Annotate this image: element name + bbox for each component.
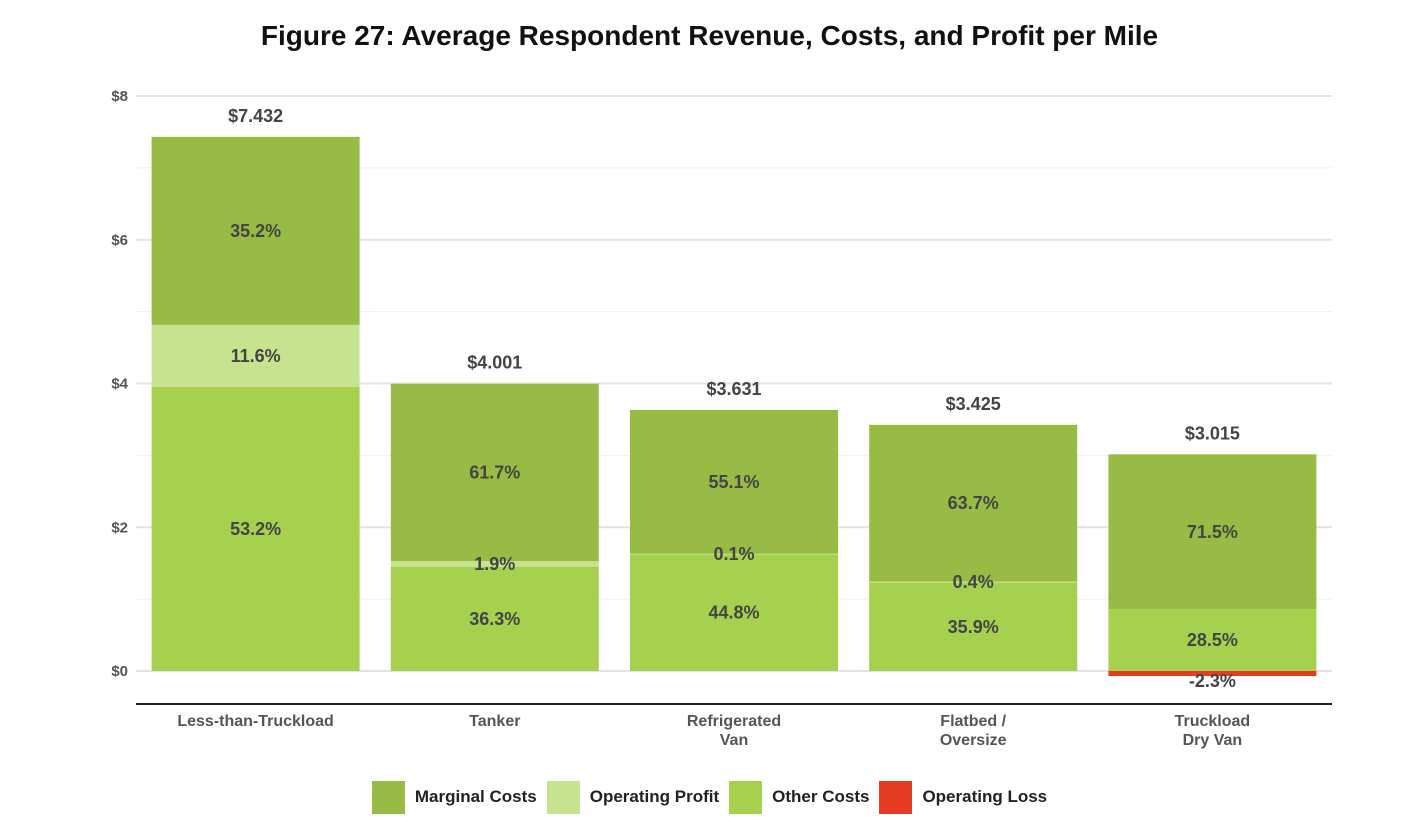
legend-label: Operating Loss [922, 787, 1048, 806]
segment-label: 28.5% [1187, 630, 1238, 650]
legend-item-other-costs: Other Costs [729, 780, 870, 814]
bar-segment-other-costs [1108, 609, 1317, 671]
legend-swatch [546, 780, 580, 814]
bar-total-label: $3.425 [946, 394, 1001, 414]
bar-segment-marginal-costs [1108, 454, 1317, 610]
bar-segment-operating-profit [390, 561, 599, 567]
y-tick-label: $6 [111, 232, 128, 249]
legend-item-marginal-costs: Marginal Costs [371, 780, 537, 814]
legend-label: Marginal Costs [414, 787, 537, 806]
legend-label: Operating Profit [589, 787, 720, 806]
y-tick-label: $0 [111, 663, 128, 680]
bar-total-label: $3.015 [1185, 423, 1240, 443]
bar-segment-marginal-costs [630, 410, 838, 554]
bar-segment-marginal-costs [151, 136, 360, 325]
segment-label: 1.9% [474, 554, 515, 574]
bar-segment-operating-profit [151, 324, 360, 387]
bars [151, 136, 1317, 676]
legend-swatch [371, 780, 405, 814]
segment-label: 53.2% [230, 519, 281, 539]
segment-label: 35.2% [230, 221, 281, 241]
y-tick-label: $4 [111, 376, 128, 393]
segment-label: 35.9% [948, 617, 999, 637]
bar-segment-operating-profit [869, 581, 1078, 583]
bar-segment-marginal-costs [390, 383, 599, 562]
segment-label: -2.3% [1189, 671, 1236, 691]
x-category-label: Flatbed / Oversize [940, 713, 1007, 749]
bar-total-label: $4.001 [467, 352, 522, 372]
chart-title: Figure 27: Average Respondent Revenue, C… [260, 20, 1159, 51]
segment-label: 0.4% [953, 572, 994, 592]
x-category-label: Truckload Dry Van [1175, 713, 1251, 749]
bar-segment-other-costs [390, 566, 599, 671]
legend: Marginal Costs Operating Profit Other Cost… [0, 779, 1419, 815]
y-tick-label: $2 [111, 519, 128, 536]
legend-label: Other Costs [772, 787, 870, 806]
legend-item-operating-loss: Operating Loss [879, 780, 1048, 814]
bar-segment-operating-profit [630, 553, 838, 555]
bar-segment-operating-loss [1108, 671, 1317, 676]
y-tick-label: $8 [111, 88, 128, 105]
x-category-label: Tanker [469, 713, 520, 730]
legend-item-operating-profit: Operating Profit [546, 780, 720, 814]
segment-label: 11.6% [231, 346, 281, 366]
segment-label: 63.7% [948, 493, 999, 513]
segment-label: 44.8% [708, 603, 759, 623]
bar-segment-other-costs [869, 582, 1078, 671]
bar-segment-other-costs [630, 554, 838, 671]
bar-segment-marginal-costs [869, 424, 1078, 582]
x-category-label: Less-than-Truckload [177, 713, 333, 730]
segment-label: 0.1% [713, 544, 754, 564]
bar-total-label: $3.631 [706, 379, 761, 399]
x-category-label: Refrigerated Van [687, 713, 781, 749]
segment-label: 55.1% [708, 472, 759, 492]
segment-label: 61.7% [469, 462, 520, 482]
bar-total-label: $7.432 [228, 106, 283, 126]
legend-swatch [879, 780, 913, 814]
segment-label: 71.5% [1187, 522, 1238, 542]
segment-label: 36.3% [469, 609, 520, 629]
labels: $0 $2 $4 $6 $8 53.2% 11.6% 35.2% $7.432 Less-than… [111, 88, 1250, 749]
legend-swatch [729, 780, 763, 814]
bar-segment-other-costs [151, 386, 360, 671]
